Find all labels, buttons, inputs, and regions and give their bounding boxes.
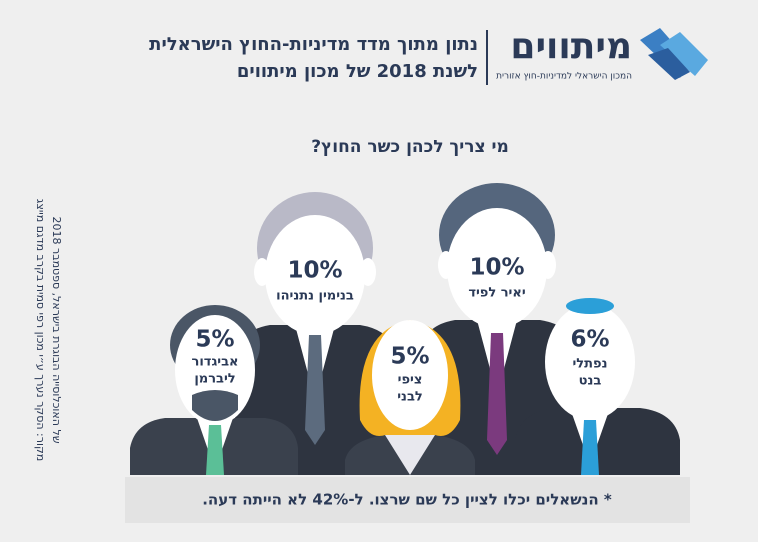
person-name: אביגדור (192, 355, 239, 370)
person-name: יאיר לפיד (468, 286, 525, 301)
footnote-bar (125, 477, 690, 523)
source-line: של האוכלוסייה הבוגרת בישראל, ספטמבר 2018 (50, 217, 63, 444)
percent: 10% (469, 255, 524, 281)
percent: 10% (287, 258, 342, 284)
logo: מיתווים המכון הישראלי למדיניות-חוץ אזורי… (496, 26, 708, 82)
title-line: לשנת 2018 של מכון מיתווים (237, 61, 478, 82)
person-name: ציפי (398, 373, 423, 388)
figure-bennett: 6% נפתלי בנט (515, 298, 680, 475)
percent: 5% (195, 327, 234, 353)
person-name: ליברמן (194, 372, 235, 387)
title-line: נתון מתוך מדד מדיניות-החוץ הישראלית (149, 34, 478, 55)
source: מקור: הסקר נערך ע״י מכון רפי סמית בקרב מ… (34, 199, 63, 461)
logo-wing (648, 48, 690, 80)
percent: 6% (570, 327, 609, 353)
question: מי צריך לכהן כשר החוץ? (311, 137, 509, 157)
figure-liberman: 5% אביגדור ליברמן (130, 305, 298, 475)
source-line: מקור: הסקר נערך ע״י מכון רפי סמית בקרב מ… (34, 199, 47, 461)
footnote: * הנשאלים יכלו לציין כל שם שרצו. ל-42% ל… (202, 491, 612, 509)
person-name: לבני (397, 390, 423, 405)
person-name: בנימין נתניהו (276, 289, 354, 304)
person-name: בנט (579, 374, 602, 389)
logo-wing (660, 32, 708, 76)
figure-livni: 5% ציפי לבני (345, 320, 475, 475)
percent: 5% (390, 344, 429, 370)
person-name: נפתלי (572, 357, 607, 372)
logo-name: מיתווים (510, 26, 632, 67)
logo-subtitle: המכון הישראלי למדיניות-חוץ אזורית (496, 72, 632, 82)
